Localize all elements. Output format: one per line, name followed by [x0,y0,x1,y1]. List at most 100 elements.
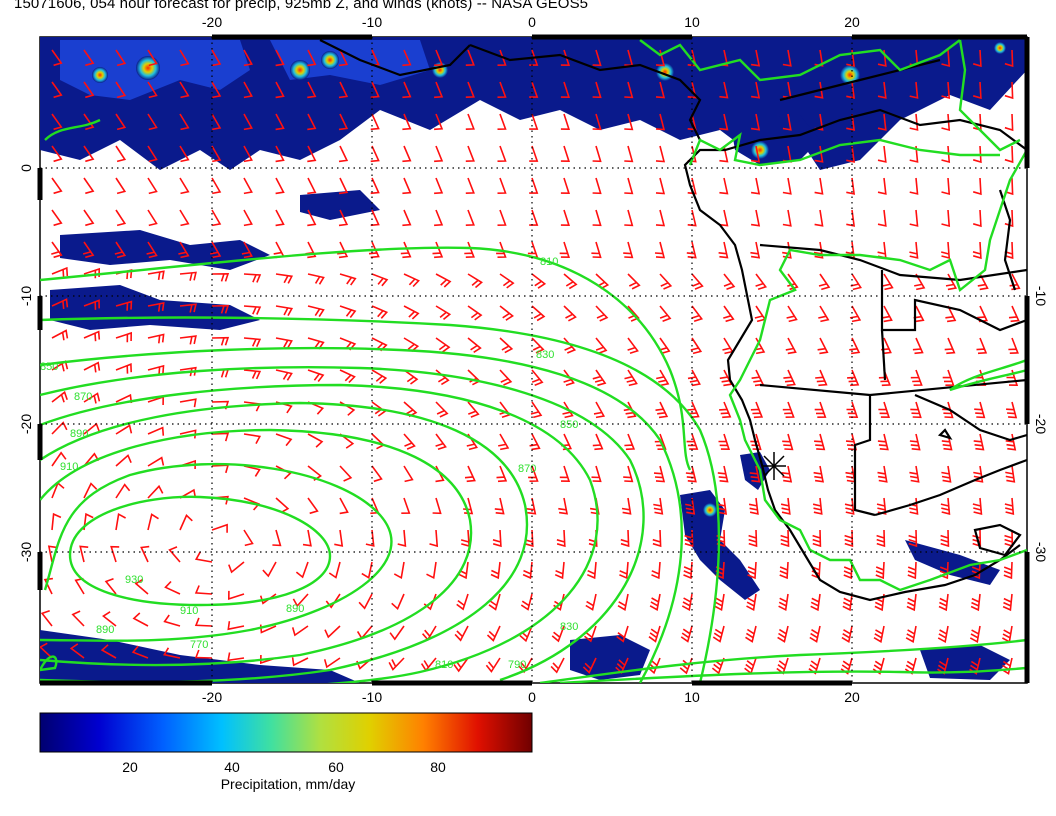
wind-barb [434,113,444,131]
wind-barb [307,145,317,163]
svg-text:890: 890 [96,624,114,636]
wind-barb [621,497,632,515]
wind-barb [241,241,253,259]
wind-barb [937,625,949,644]
wind-barb [194,551,213,563]
wind-barb [750,113,761,131]
wind-barb [815,369,828,387]
wind-barb [275,497,290,514]
wind-barb [687,209,697,227]
wind-barb [1004,49,1014,68]
wind-barb [51,81,63,99]
wind-barb [623,465,634,483]
wind-barb [83,49,95,67]
wind-barb [402,81,412,99]
wind-barb [592,433,604,451]
wind-barb [750,177,761,195]
wind-barb [559,465,571,483]
wind-barb [656,369,670,387]
svg-text:-10: -10 [362,689,382,705]
wind-barb [712,625,725,643]
wind-barb [563,369,575,387]
wind-barb [325,593,341,609]
wind-barb [841,625,853,643]
wind-barb [560,81,571,99]
wind-barb [43,577,54,595]
wind-barb [778,593,789,612]
wind-barb [649,593,661,611]
wind-barb [616,625,629,643]
wind-barb [818,273,831,291]
wind-barb [371,305,389,319]
wind-barb [562,401,574,419]
wind-barb [624,177,634,195]
wind-barb [718,241,729,259]
wind-barb [560,49,571,67]
wind-barb [179,81,190,99]
wind-barb [972,49,982,68]
wind-barb [490,561,501,580]
wind-barb [179,488,197,499]
wind-barb [1008,305,1020,323]
wind-barb [941,465,952,483]
wind-barb [719,145,729,163]
wind-barb [179,303,197,313]
wind-barb [940,529,950,548]
wind-barb [750,401,764,419]
wind-barb [275,209,285,227]
wind-barb [627,273,641,290]
wind-barb [389,625,405,641]
wind-barb [115,454,132,467]
wind-barb [687,369,701,387]
wind-barb [211,304,230,314]
wind-barb [809,625,821,643]
wind-barb [814,81,824,99]
wind-barb [51,145,63,163]
wind-barb [551,625,565,643]
wind-barb [147,270,165,281]
wind-barb [307,209,317,227]
wind-barb [228,561,245,574]
wind-barb [467,273,483,289]
wind-barb [147,426,165,436]
wind-barb [496,465,508,483]
wind-barb [940,497,951,515]
wind-barb [403,273,420,288]
wind-barb [361,561,373,579]
wind-barb [365,529,375,547]
wind-barb [370,113,380,131]
wind-barb [339,273,357,286]
wind-barb [520,593,533,611]
wind-barb [908,529,918,548]
wind-barb [498,433,510,451]
wind-barb [115,177,127,195]
wind-barb [846,209,856,227]
wind-barb [388,657,405,671]
wind-barb [550,657,565,674]
wind-barb [243,433,262,444]
wind-barb [584,625,597,643]
wind-barb [970,593,981,612]
wind-barb [275,433,293,447]
wind-barb [115,145,127,163]
wind-barb [179,49,190,67]
wind-barb [1004,177,1014,196]
wind-barb [497,177,507,194]
wind-barb [243,145,253,163]
wind-barb [786,305,798,323]
wind-barb [624,369,638,387]
wind-barb [131,645,149,659]
wind-barb [401,497,411,514]
wind-barb [938,593,949,612]
wind-barb [115,483,131,499]
wind-barb [497,145,507,162]
wind-barb [307,369,325,382]
wind-barb [211,81,222,99]
wind-barb [750,81,761,99]
wind-barb [434,49,444,67]
wind-barb [307,337,325,350]
wind-barb [779,561,789,580]
wind-barb [102,611,117,627]
wind-barb [875,561,885,580]
